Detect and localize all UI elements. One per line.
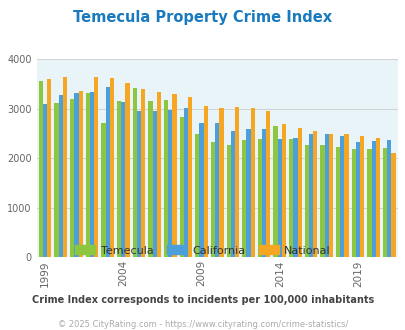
Bar [351, 148, 355, 257]
Bar [215, 123, 219, 257]
Bar [63, 77, 67, 257]
Bar [195, 134, 199, 257]
Bar [246, 129, 250, 257]
Bar [371, 141, 375, 257]
Bar [292, 138, 297, 257]
Bar [156, 92, 160, 257]
Bar [78, 91, 83, 257]
Text: Crime Index corresponds to incidents per 100,000 inhabitants: Crime Index corresponds to incidents per… [32, 295, 373, 305]
Text: © 2025 CityRating.com - https://www.cityrating.com/crime-statistics/: © 2025 CityRating.com - https://www.city… [58, 320, 347, 329]
Bar [164, 100, 168, 257]
Bar [281, 124, 286, 257]
Bar [121, 102, 125, 257]
Bar [54, 104, 59, 257]
Bar [304, 145, 308, 257]
Bar [70, 99, 74, 257]
Bar [320, 145, 324, 257]
Bar [277, 139, 281, 257]
Bar [85, 93, 90, 257]
Bar [355, 142, 359, 257]
Bar [343, 134, 348, 257]
Bar [179, 117, 183, 257]
Bar [266, 112, 270, 257]
Bar [59, 95, 63, 257]
Bar [43, 104, 47, 257]
Bar [210, 142, 215, 257]
Bar [375, 138, 379, 257]
Bar [152, 112, 156, 257]
Bar [188, 97, 192, 257]
Bar [230, 131, 234, 257]
Bar [241, 140, 246, 257]
Bar [125, 83, 129, 257]
Bar [110, 78, 114, 257]
Bar [117, 102, 121, 257]
Legend: Temecula, California, National: Temecula, California, National [70, 241, 335, 260]
Bar [250, 109, 254, 257]
Bar [261, 129, 266, 257]
Bar [47, 79, 51, 257]
Bar [324, 134, 328, 257]
Bar [312, 131, 317, 257]
Bar [273, 126, 277, 257]
Bar [132, 88, 136, 257]
Bar [74, 93, 78, 257]
Bar [94, 77, 98, 257]
Bar [105, 87, 110, 257]
Bar [136, 112, 141, 257]
Bar [172, 94, 176, 257]
Bar [203, 106, 207, 257]
Bar [390, 153, 394, 257]
Bar [234, 107, 239, 257]
Bar [199, 123, 203, 257]
Bar [288, 139, 292, 257]
Bar [183, 108, 188, 257]
Bar [90, 92, 94, 257]
Bar [359, 136, 363, 257]
Text: Temecula Property Crime Index: Temecula Property Crime Index [73, 10, 332, 25]
Bar [148, 102, 152, 257]
Bar [308, 134, 312, 257]
Bar [367, 149, 371, 257]
Bar [386, 140, 390, 257]
Bar [39, 81, 43, 257]
Bar [141, 89, 145, 257]
Bar [101, 123, 105, 257]
Bar [339, 136, 343, 257]
Bar [297, 128, 301, 257]
Bar [168, 110, 172, 257]
Bar [257, 139, 261, 257]
Bar [226, 145, 230, 257]
Bar [219, 108, 223, 257]
Bar [335, 147, 339, 257]
Bar [382, 148, 386, 257]
Bar [328, 134, 332, 257]
